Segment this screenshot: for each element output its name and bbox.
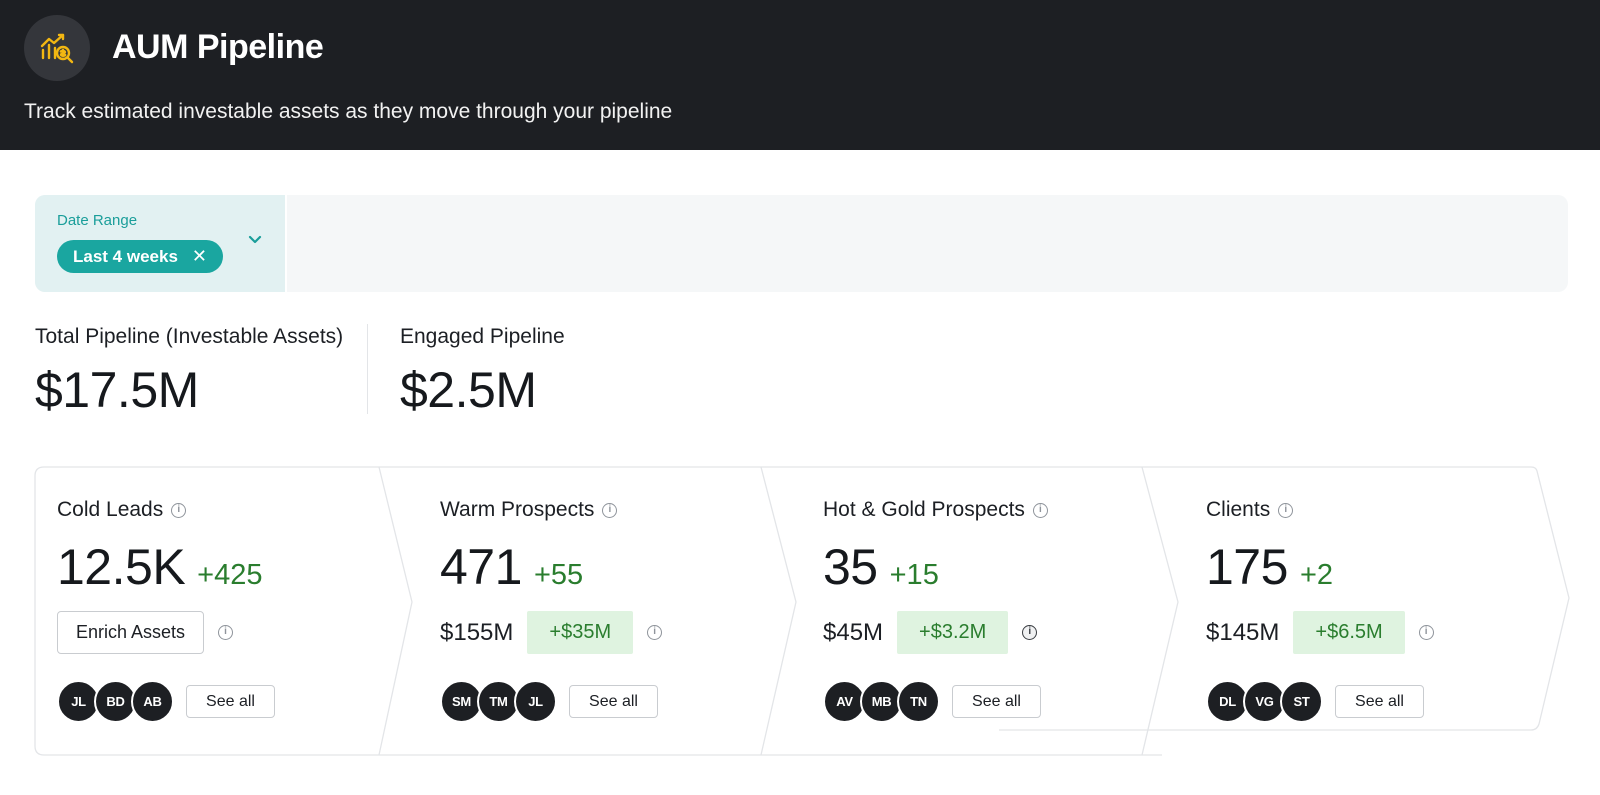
filter-bar: Date Range Last 4 weeks ✕ xyxy=(35,195,1568,292)
info-icon[interactable]: i xyxy=(1022,625,1038,640)
stage-count: 35 xyxy=(823,539,878,595)
date-range-label: Date Range xyxy=(57,212,138,229)
close-icon[interactable]: ✕ xyxy=(191,246,207,266)
avatar[interactable]: BD xyxy=(94,680,137,723)
see-all-button[interactable]: See all xyxy=(952,685,1041,718)
pipeline-funnel: Cold Leads i 12.5K +425 Enrich Assets i … xyxy=(34,466,1570,757)
stage-cold-leads: Cold Leads i 12.5K +425 Enrich Assets i … xyxy=(57,466,377,757)
stage-assets-delta: +$3.2M xyxy=(897,611,1009,654)
avatar[interactable]: ST xyxy=(1280,680,1323,723)
stage-clients: Clients i 175 +2 $145M +$6.5M i DL VG ST… xyxy=(1206,466,1526,757)
engaged-pipeline-value: $2.5M xyxy=(400,362,537,418)
chart-search-icon xyxy=(40,33,74,64)
page-title: AUM Pipeline xyxy=(112,28,324,66)
stage-count-delta: +425 xyxy=(197,559,263,591)
stage-assets-delta: +$6.5M xyxy=(1293,611,1405,654)
info-icon[interactable]: i xyxy=(1278,502,1294,518)
stage-assets: $145M xyxy=(1206,618,1280,646)
engaged-pipeline-stat: Engaged Pipeline $2.5M xyxy=(400,325,565,419)
date-range-value: Last 4 weeks xyxy=(73,246,178,266)
see-all-button[interactable]: See all xyxy=(569,685,658,718)
total-pipeline-value: $17.5M xyxy=(35,362,199,418)
stage-title: Warm Prospects xyxy=(440,498,595,521)
stage-warm-prospects: Warm Prospects i 471 +55 $155M +$35M i S… xyxy=(440,466,760,757)
stage-assets: $45M xyxy=(823,618,884,646)
funnel-outline xyxy=(34,466,1570,756)
stage-count-delta: +55 xyxy=(533,559,584,591)
stage-count-delta: +2 xyxy=(1299,559,1334,591)
stage-count: 175 xyxy=(1206,539,1288,595)
avatar[interactable]: TN xyxy=(897,680,940,723)
total-pipeline-label: Total Pipeline (Investable Assets) xyxy=(35,325,344,348)
stat-divider xyxy=(367,324,368,414)
stage-count: 12.5K xyxy=(57,539,186,595)
app-header: AUM Pipeline Track estimated investable … xyxy=(0,0,1600,150)
total-pipeline-stat: Total Pipeline (Investable Assets) $17.5… xyxy=(35,325,343,419)
info-icon[interactable]: i xyxy=(647,625,663,640)
logo xyxy=(24,15,90,81)
engaged-pipeline-label: Engaged Pipeline xyxy=(400,325,565,348)
avatar[interactable]: AB xyxy=(131,680,174,723)
date-range-filter[interactable]: Date Range Last 4 weeks ✕ xyxy=(35,195,287,292)
stage-assets-delta: +$35M xyxy=(527,611,634,654)
stage-title: Clients xyxy=(1206,498,1271,521)
avatar[interactable]: JL xyxy=(514,680,557,723)
stage-hot-gold-prospects: Hot & Gold Prospects i 35 +15 $45M +$3.2… xyxy=(823,466,1143,757)
info-icon[interactable]: i xyxy=(1418,625,1434,640)
page-subtitle: Track estimated investable assets as the… xyxy=(24,100,673,123)
stage-count: 471 xyxy=(440,539,522,595)
see-all-button[interactable]: See all xyxy=(186,685,275,718)
info-icon[interactable]: i xyxy=(171,502,187,518)
info-icon[interactable]: i xyxy=(218,625,233,640)
chevron-down-icon[interactable] xyxy=(245,229,265,249)
see-all-button[interactable]: See all xyxy=(1335,685,1424,718)
info-icon[interactable]: i xyxy=(602,502,618,518)
stage-title: Cold Leads xyxy=(57,498,164,521)
date-range-chip[interactable]: Last 4 weeks ✕ xyxy=(57,240,223,273)
avatar[interactable]: JL xyxy=(57,680,100,723)
stage-assets: $155M xyxy=(440,618,514,646)
info-icon[interactable]: i xyxy=(1032,502,1048,518)
avatar[interactable]: VG xyxy=(1243,680,1286,723)
stage-count-delta: +15 xyxy=(889,559,939,591)
stage-title: Hot & Gold Prospects xyxy=(823,498,1025,521)
enrich-assets-button[interactable]: Enrich Assets xyxy=(57,611,204,654)
